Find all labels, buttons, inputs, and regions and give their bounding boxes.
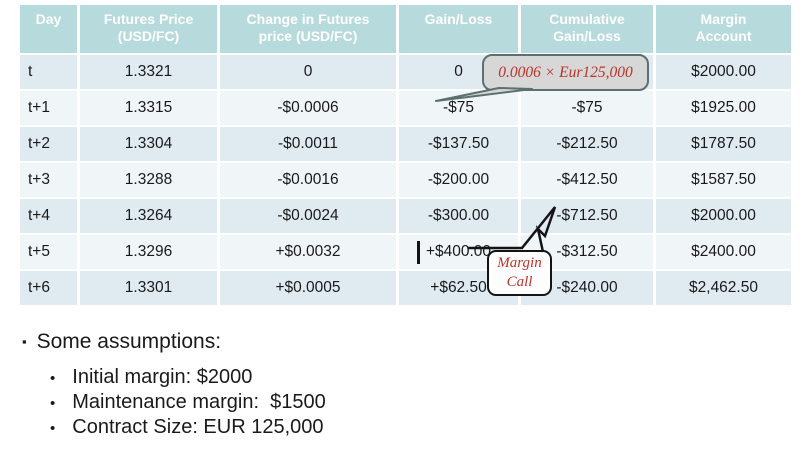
cell-gain-loss: -$200.00	[399, 163, 518, 197]
cell-change: +$0.0032	[220, 235, 396, 269]
cell-day: t+5	[20, 235, 77, 269]
assumptions-list: • Initial margin: $2000 • Maintenance ma…	[50, 366, 722, 441]
cell-futures-price: 1.3264	[80, 199, 217, 233]
list-item: • Contract Size: EUR 125,000	[50, 416, 722, 441]
cell-day: t+6	[20, 271, 77, 305]
table-row: t+6 1.3301 +$0.0005 +$62.50 -$240.00 $2,…	[20, 271, 791, 305]
round-bullet-icon: •	[50, 395, 56, 412]
table-row: t+5 1.3296 +$0.0032 +$400.00 -$312.50 $2…	[20, 235, 791, 269]
table-body: t 1.3321 0 0 $2000.00 t+1 1.3315 -$0.000…	[20, 55, 791, 305]
cell-gain-loss: -$137.50	[399, 127, 518, 161]
table-row: t 1.3321 0 0 $2000.00	[20, 55, 791, 89]
assumption-text: Initial margin: $2000	[72, 366, 253, 388]
cell-change: -$0.0016	[220, 163, 396, 197]
cell-change: 0	[220, 55, 396, 89]
col-header-day: Day	[20, 5, 77, 53]
assumption-text: Maintenance margin: $1500	[72, 391, 326, 413]
cell-margin: $2000.00	[656, 55, 791, 89]
margin-call-callout: Margin Call	[487, 250, 552, 296]
cell-futures-price: 1.3288	[80, 163, 217, 197]
cell-futures-price: 1.3315	[80, 91, 217, 125]
cell-gain-loss: -$300.00	[399, 199, 518, 233]
cell-day: t+4	[20, 199, 77, 233]
futures-table-container: Day Futures Price (USD/FC) Change in Fut…	[17, 3, 794, 307]
cell-cumulative: -$75	[521, 91, 653, 125]
cell-change: -$0.0006	[220, 91, 396, 125]
cell-day: t	[20, 55, 77, 89]
cell-futures-price: 1.3296	[80, 235, 217, 269]
formula-callout-text: 0.0006 × Eur125,000	[498, 63, 633, 81]
cell-day: t+2	[20, 127, 77, 161]
cell-futures-price: 1.3304	[80, 127, 217, 161]
col-header-margin-account: Margin Account	[656, 5, 791, 53]
assumptions-heading: ▪ Some assumptions:	[22, 330, 722, 354]
col-header-gain-loss: Gain/Loss	[399, 5, 518, 53]
table-row: t+1 1.3315 -$0.0006 -$75 -$75 $1925.00	[20, 91, 791, 125]
cell-cumulative: -$212.50	[521, 127, 653, 161]
cell-margin: $1587.50	[656, 163, 791, 197]
cell-cumulative: -$412.50	[521, 163, 653, 197]
col-header-change: Change in Futures price (USD/FC)	[220, 5, 396, 53]
col-header-cumulative: Cumulative Gain/Loss	[521, 5, 653, 53]
cell-margin: $2000.00	[656, 199, 791, 233]
assumptions-section: ▪ Some assumptions: • Initial margin: $2…	[22, 330, 722, 441]
cell-margin: $2,462.50	[656, 271, 791, 305]
cell-change: -$0.0011	[220, 127, 396, 161]
cell-day: t+1	[20, 91, 77, 125]
cell-gain-loss: -$75	[399, 91, 518, 125]
table-row: t+2 1.3304 -$0.0011 -$137.50 -$212.50 $1…	[20, 127, 791, 161]
list-item: • Maintenance margin: $1500	[50, 391, 722, 416]
futures-margin-table: Day Futures Price (USD/FC) Change in Fut…	[17, 3, 794, 307]
square-bullet-icon: ▪	[22, 334, 27, 349]
text-cursor	[417, 241, 420, 264]
formula-callout: 0.0006 × Eur125,000	[482, 54, 649, 91]
cell-margin: $2400.00	[656, 235, 791, 269]
round-bullet-icon: •	[50, 370, 56, 387]
header-row: Day Futures Price (USD/FC) Change in Fut…	[20, 5, 791, 53]
assumption-text: Contract Size: EUR 125,000	[72, 416, 324, 438]
table-row: t+3 1.3288 -$0.0016 -$200.00 -$412.50 $1…	[20, 163, 791, 197]
cell-margin: $1925.00	[656, 91, 791, 125]
table-header: Day Futures Price (USD/FC) Change in Fut…	[20, 5, 791, 53]
cell-change: -$0.0024	[220, 199, 396, 233]
cell-change: +$0.0005	[220, 271, 396, 305]
margin-call-callout-text: Margin Call	[497, 255, 542, 290]
col-header-futures-price: Futures Price (USD/FC)	[80, 5, 217, 53]
table-row: t+4 1.3264 -$0.0024 -$300.00 -$712.50 $2…	[20, 199, 791, 233]
list-item: • Initial margin: $2000	[50, 366, 722, 391]
cell-day: t+3	[20, 163, 77, 197]
cell-futures-price: 1.3301	[80, 271, 217, 305]
round-bullet-icon: •	[50, 420, 56, 437]
assumptions-heading-text: Some assumptions:	[36, 330, 222, 353]
cell-margin: $1787.50	[656, 127, 791, 161]
cell-cumulative: -$712.50	[521, 199, 653, 233]
cell-futures-price: 1.3321	[80, 55, 217, 89]
